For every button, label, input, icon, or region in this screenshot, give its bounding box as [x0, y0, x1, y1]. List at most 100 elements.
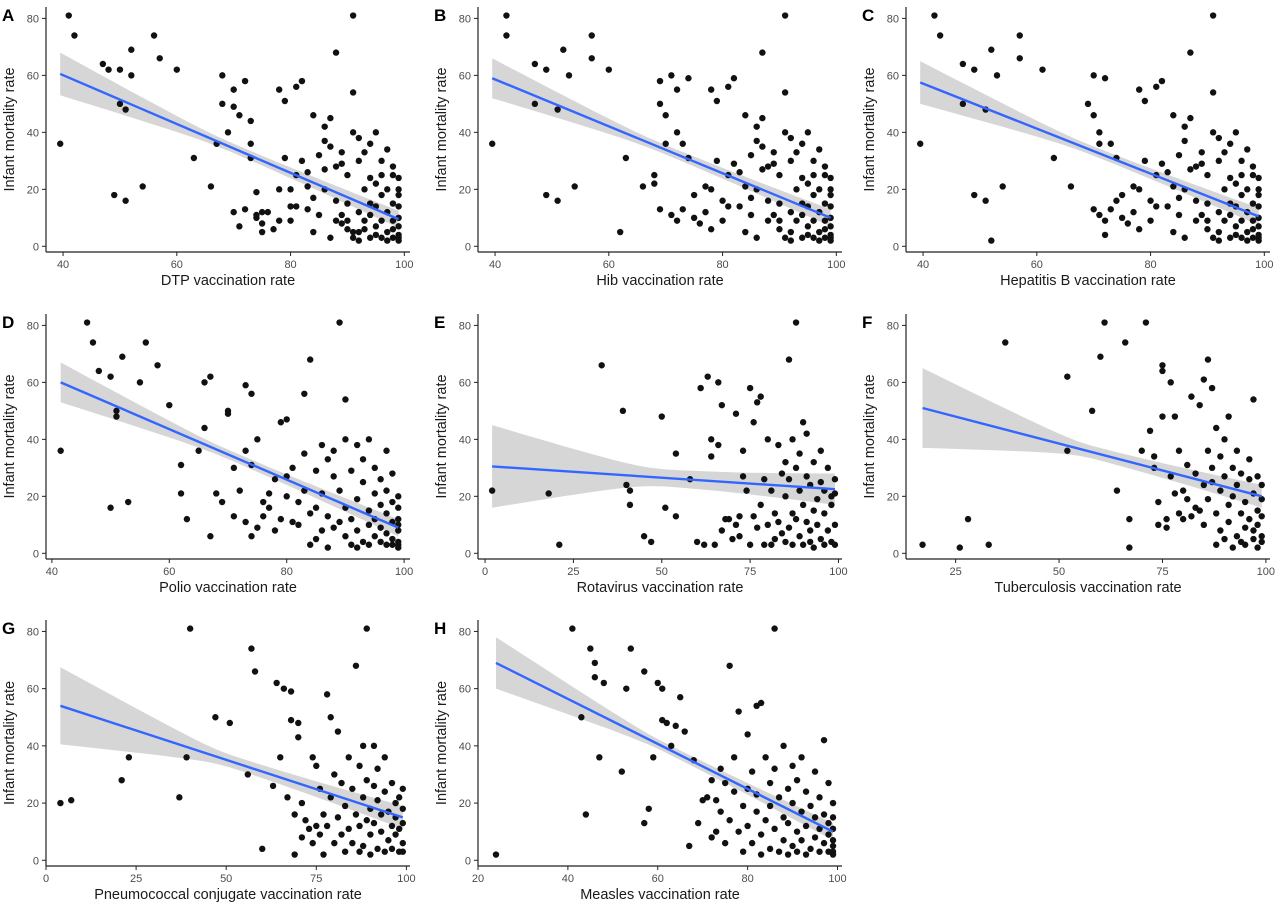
data-point	[708, 436, 715, 443]
data-point	[1039, 66, 1046, 73]
data-point	[377, 538, 384, 546]
data-point	[1171, 413, 1179, 420]
data-point	[338, 779, 345, 787]
data-point	[265, 504, 273, 511]
data-point	[365, 507, 373, 514]
data-point	[725, 515, 733, 523]
data-point	[1064, 373, 1071, 380]
data-point	[1167, 473, 1174, 480]
data-point	[242, 447, 249, 454]
data-point	[356, 822, 363, 830]
data-point	[356, 762, 363, 770]
data-point	[363, 776, 370, 784]
data-point	[588, 55, 595, 62]
data-point	[142, 339, 150, 346]
data-point	[201, 379, 208, 386]
data-point	[1221, 186, 1228, 193]
data-point	[641, 819, 648, 827]
data-point	[1187, 166, 1194, 173]
panel-d: D 0 20 40 60 80 40 60 80 100 Polio vaccination rat…	[2, 313, 413, 596]
data-point	[298, 157, 306, 165]
data-point	[750, 419, 757, 426]
data-point	[1163, 515, 1170, 523]
data-point	[560, 46, 567, 53]
data-point	[287, 217, 294, 224]
data-point	[730, 75, 738, 82]
data-point	[1238, 171, 1245, 179]
data-point	[1241, 524, 1249, 531]
data-point	[936, 32, 944, 39]
data-point	[971, 191, 978, 199]
data-point	[825, 779, 832, 787]
data-point	[277, 515, 285, 523]
data-point	[1244, 146, 1251, 153]
data-point	[353, 441, 361, 449]
data-point	[366, 174, 374, 182]
data-point	[784, 851, 792, 858]
data-point	[327, 234, 334, 241]
data-point	[696, 220, 704, 227]
data-point	[1209, 234, 1217, 241]
data-point	[690, 214, 698, 222]
data-point	[956, 544, 963, 551]
data-point	[759, 166, 766, 173]
y-tick-label: 20	[459, 798, 471, 810]
data-point	[730, 788, 738, 795]
data-point	[1204, 217, 1211, 224]
data-point	[787, 237, 795, 244]
data-point	[766, 802, 774, 810]
data-point	[336, 319, 343, 326]
data-point	[139, 183, 146, 190]
data-point	[988, 46, 995, 53]
data-point	[781, 129, 789, 136]
data-point	[1170, 228, 1177, 236]
data-point	[247, 117, 254, 125]
data-point	[543, 66, 550, 73]
y-axis-title: Infant mortality rate	[434, 681, 450, 805]
y-axis-title: Infant mortality rate	[434, 67, 450, 191]
data-point	[618, 768, 626, 775]
data-point	[332, 217, 340, 224]
data-point	[295, 521, 302, 529]
data-point	[388, 822, 396, 830]
x-axis-title: Pneumococcal conjugate vaccination rate	[94, 887, 362, 903]
data-point	[355, 134, 363, 142]
data-point	[1159, 367, 1166, 375]
data-point	[344, 226, 351, 233]
data-point	[811, 834, 819, 841]
data-point	[304, 183, 311, 190]
data-point	[1002, 339, 1009, 346]
data-point	[793, 848, 801, 855]
data-point	[291, 851, 298, 858]
data-point	[289, 518, 296, 526]
data-point	[718, 527, 726, 534]
data-point	[125, 754, 133, 761]
data-point	[831, 521, 839, 529]
data-point	[672, 722, 679, 730]
y-tick-label: 80	[27, 626, 39, 638]
data-point	[1175, 447, 1183, 454]
data-point	[352, 662, 360, 669]
data-point	[242, 382, 249, 389]
data-point	[389, 163, 397, 170]
data-point	[265, 490, 273, 497]
x-tick-label: 0	[482, 566, 488, 578]
y-tick-label: 0	[893, 241, 899, 253]
data-point	[1187, 114, 1194, 122]
data-point	[330, 524, 337, 531]
data-point	[742, 112, 749, 119]
data-point	[753, 234, 760, 241]
y-tick-label: 80	[459, 320, 471, 332]
data-point	[312, 504, 320, 511]
data-point	[344, 217, 351, 224]
data-point	[707, 186, 715, 193]
data-point	[679, 140, 686, 147]
data-point	[816, 848, 823, 855]
y-tick-label: 0	[465, 855, 471, 867]
data-point	[389, 234, 397, 241]
data-point	[384, 237, 391, 244]
data-point	[281, 154, 289, 162]
data-point	[259, 845, 266, 853]
data-point	[793, 776, 801, 784]
data-point	[626, 501, 634, 509]
